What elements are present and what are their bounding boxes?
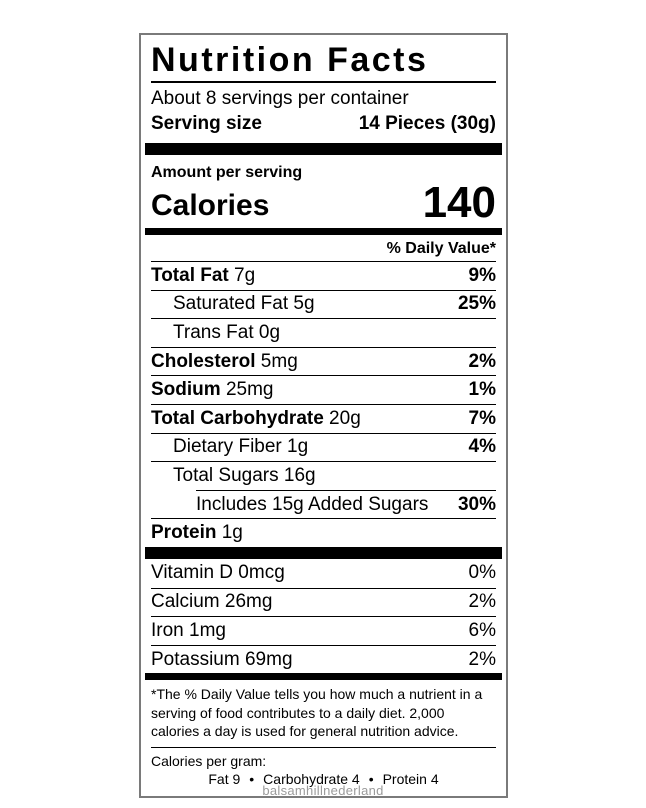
nutrient-row: Cholesterol 5mg 2% <box>151 346 496 376</box>
daily-value-header: % Daily Value* <box>386 240 496 257</box>
nutrient-row: Dietary Fiber 1g 4% <box>151 432 496 462</box>
servings-per-container: About 8 servings per container <box>151 88 409 109</box>
calories-per-gram-item: Carbohydrate 4 <box>263 770 360 787</box>
calories-per-gram-item: Fat 9 <box>208 770 241 787</box>
nutrient-name-amount: Trans Fat 0g <box>173 321 281 343</box>
nutrient-daily-value: 0% <box>468 562 496 584</box>
amount-per-serving-label: Amount per serving <box>151 164 303 181</box>
nutrient-row: Total Sugars 16g <box>151 461 496 490</box>
nutrient-rows: Total Fat 7g 9% Saturated Fat 5g 25% Tra… <box>151 261 496 547</box>
divider-bar-thick-protein <box>145 546 502 559</box>
nutrient-row: Iron 1mg 6% <box>151 616 496 645</box>
label-title: Nutrition Facts <box>151 41 429 79</box>
divider-bar-medium-calories <box>145 228 502 235</box>
nutrient-row: Saturated Fat 5g 25% <box>151 289 496 319</box>
nutrient-row: Vitamin D 0mcg 0% <box>151 559 496 588</box>
nutrient-daily-value: 1% <box>468 379 496 401</box>
bullet-separator: • <box>368 770 374 787</box>
nutrient-name-amount: Includes 15g Added Sugars <box>196 493 429 515</box>
nutrient-daily-value: 9% <box>468 264 496 286</box>
nutrient-name-amount: Total Carbohydrate 20g <box>151 407 361 429</box>
nutrient-row: Includes 15g Added Sugars 30% <box>196 489 496 519</box>
serving-size-label: Serving size <box>151 113 262 134</box>
nutrient-row: Total Fat 7g 9% <box>151 261 496 290</box>
nutrient-name-amount: Iron 1mg <box>151 619 226 641</box>
calories-label: Calories <box>151 189 270 222</box>
serving-size-row: Serving size 14 Pieces (30g) <box>151 111 496 136</box>
nutrient-row: Potassium 69mg 2% <box>151 644 496 674</box>
bullet-separator: • <box>249 770 255 787</box>
nutrition-facts-label: Nutrition Facts About 8 servings per con… <box>139 33 508 798</box>
divider-bar-thick-top <box>145 143 502 155</box>
nutrient-name-amount: Saturated Fat 5g <box>173 293 315 315</box>
serving-size-value: 14 Pieces (30g) <box>358 113 496 134</box>
nutrient-name-amount: Dietary Fiber 1g <box>173 436 309 458</box>
nutrient-name-amount: Potassium 69mg <box>151 648 293 670</box>
nutrient-daily-value: 7% <box>468 407 496 429</box>
nutrient-name-amount: Protein 1g <box>151 522 243 544</box>
calories-value: 140 <box>422 178 496 227</box>
nutrient-row: Sodium 25mg 1% <box>151 375 496 404</box>
nutrient-daily-value: 2% <box>468 591 496 613</box>
calories-per-gram-values: Fat 9 • Carbohydrate 4 • Protein 4 <box>151 770 496 790</box>
nutrient-daily-value: 25% <box>457 293 496 315</box>
nutrient-daily-value: 2% <box>468 648 496 670</box>
nutrient-name-amount: Total Fat 7g <box>151 264 256 286</box>
nutrient-name-amount: Vitamin D 0mcg <box>151 562 285 584</box>
nutrient-daily-value: 2% <box>468 350 496 372</box>
nutrient-daily-value: 30% <box>457 493 496 515</box>
nutrient-row: Protein 1g <box>151 518 496 547</box>
nutrient-row: Total Carbohydrate 20g 7% <box>151 403 496 433</box>
calories-per-gram-label: Calories per gram: <box>151 752 267 769</box>
nutrient-name-amount: Sodium 25mg <box>151 379 274 401</box>
nutrient-row: Calcium 26mg 2% <box>151 587 496 617</box>
nutrient-daily-value: 4% <box>468 436 496 458</box>
calories-per-gram-section: Calories per gram: Fat 9 • Carbohydrate 4 •… <box>151 746 496 790</box>
calories-row: Calories 140 <box>151 178 496 227</box>
calories-per-gram-item: Protein 4 <box>382 770 439 787</box>
title-divider <box>151 81 496 83</box>
nutrient-name-amount: Calcium 26mg <box>151 591 273 613</box>
daily-value-footnote: *The % Daily Value tells you how much a … <box>151 686 483 740</box>
divider-bar-medium-vitamins <box>145 673 502 681</box>
watermark-text: balsamhillnederland <box>262 783 384 798</box>
vitamin-rows: Vitamin D 0mcg 0% Calcium 26mg 2% Iron 1… <box>151 559 496 673</box>
nutrient-daily-value: 6% <box>468 619 496 641</box>
nutrient-row: Trans Fat 0g <box>151 318 496 347</box>
nutrient-name-amount: Total Sugars 16g <box>173 464 316 486</box>
nutrient-name-amount: Cholesterol 5mg <box>151 350 298 372</box>
